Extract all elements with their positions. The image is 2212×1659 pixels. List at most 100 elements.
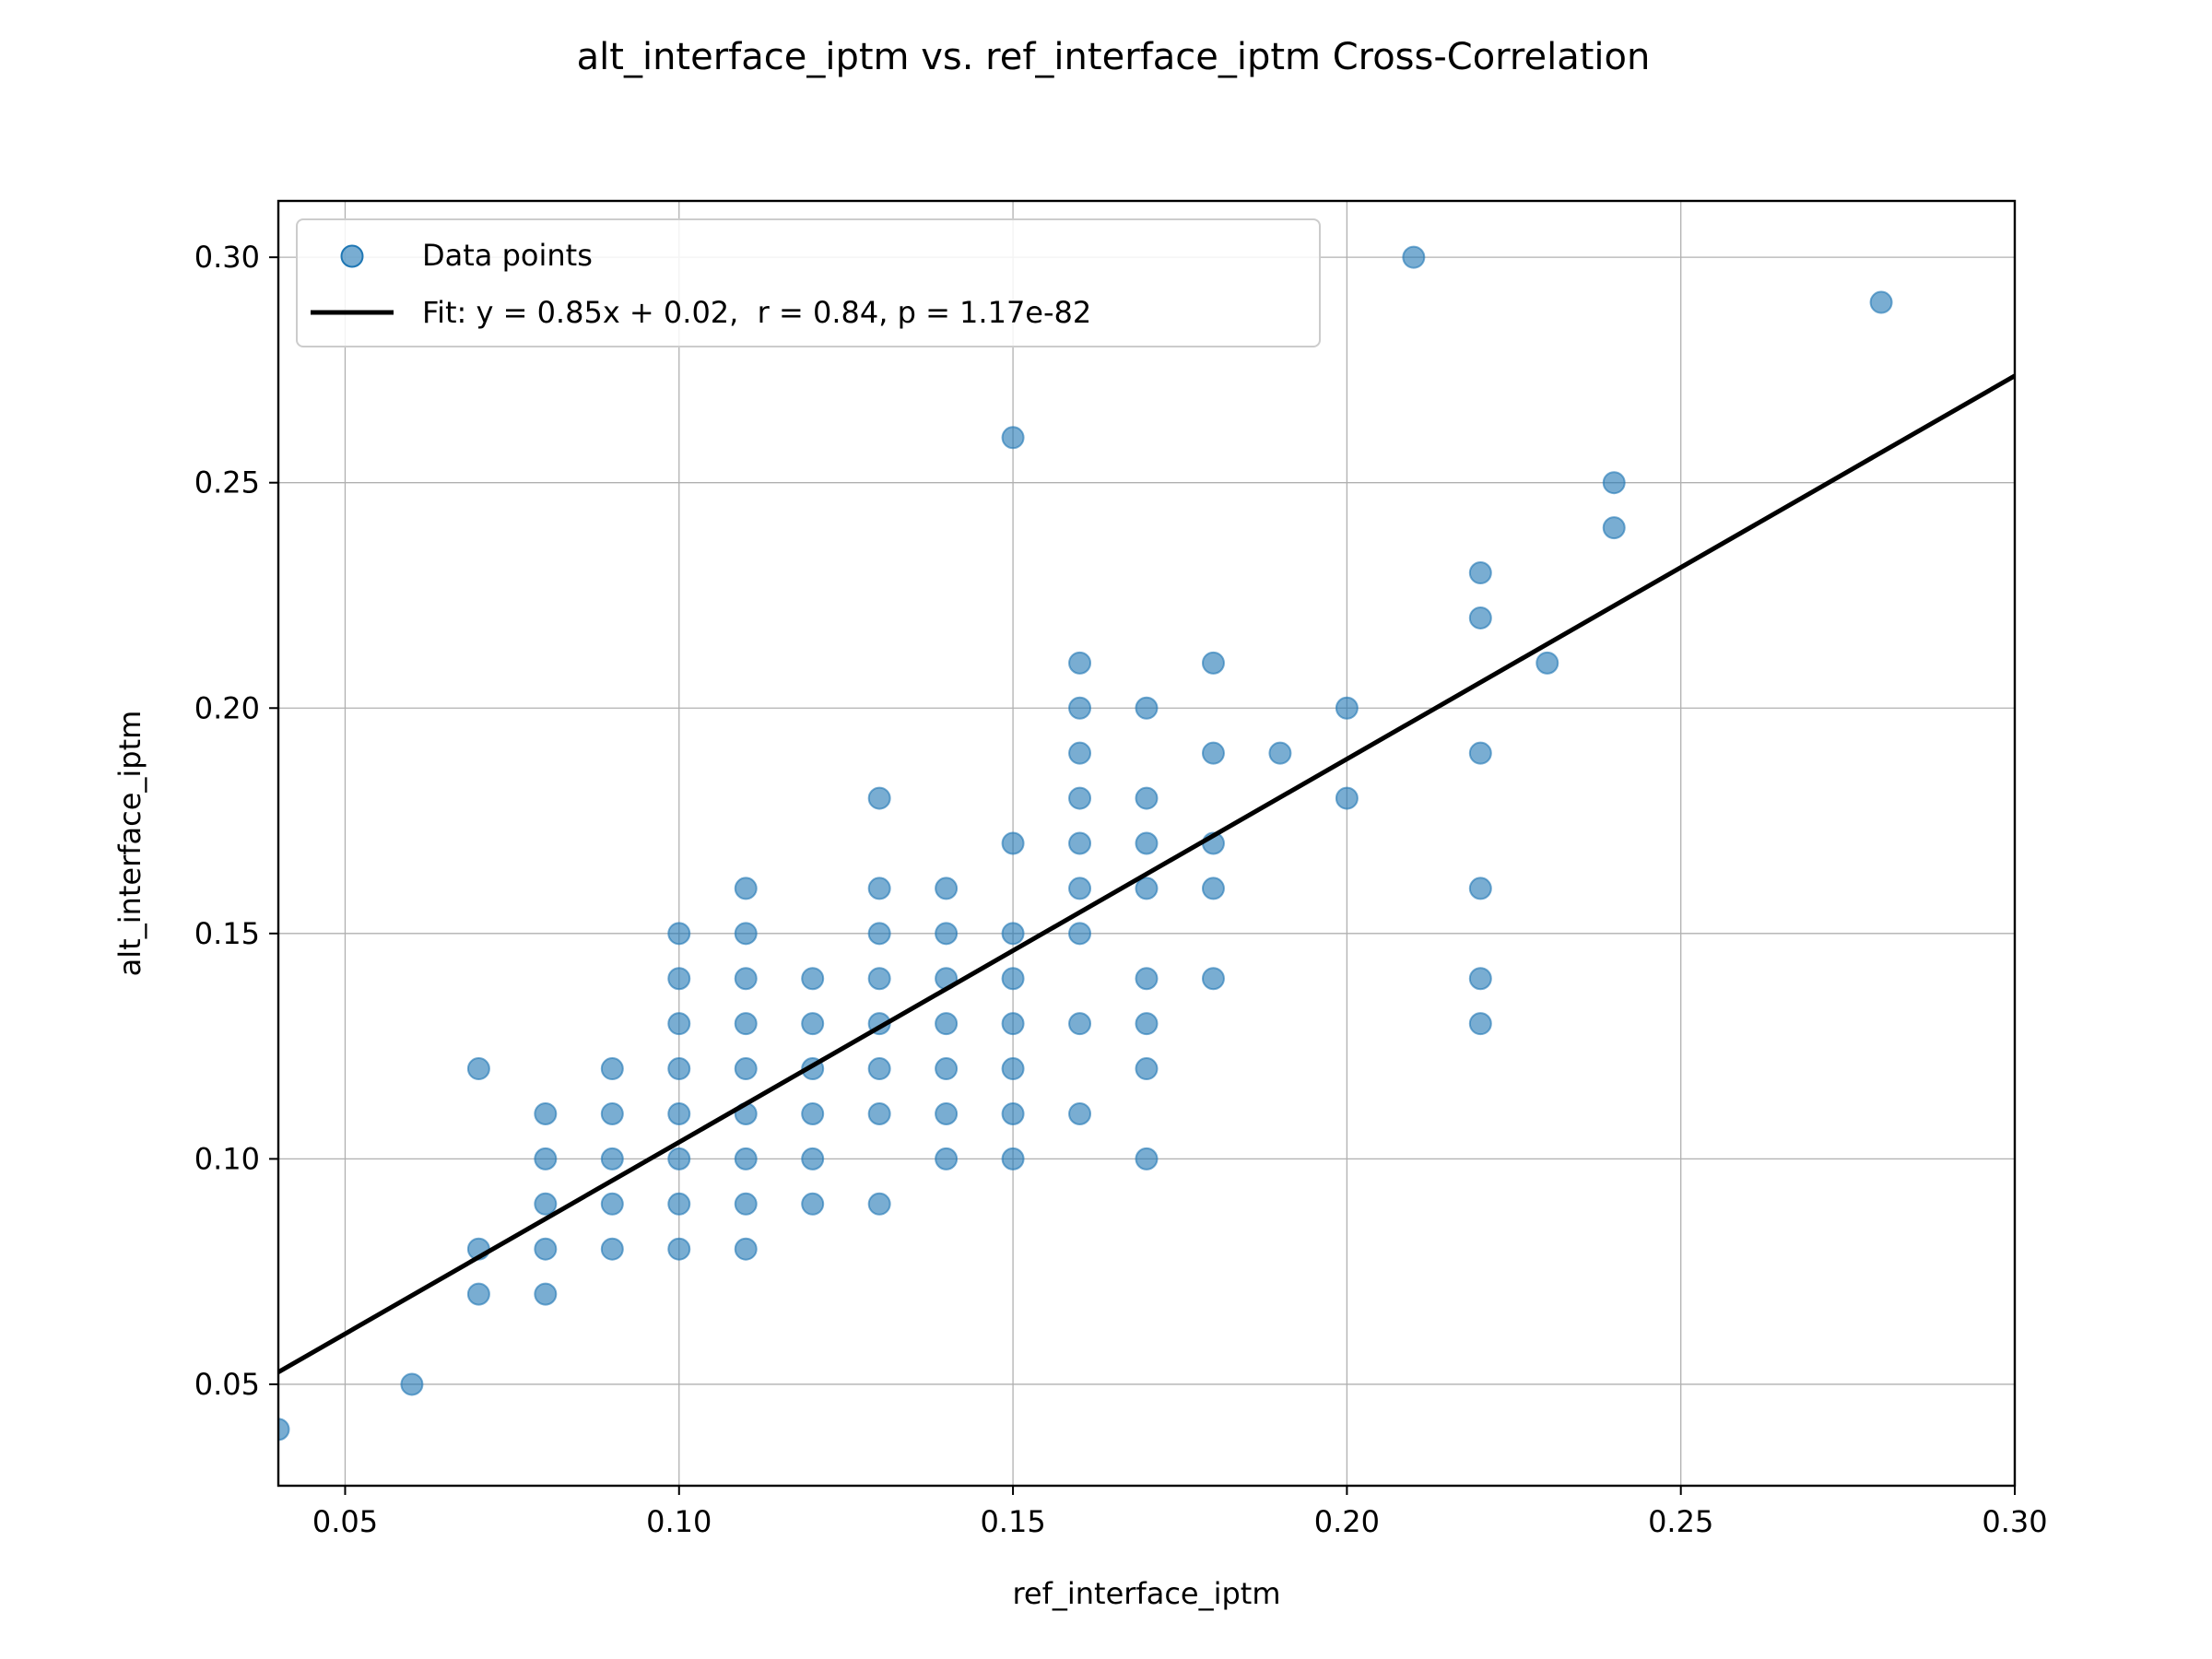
data-point [534, 1192, 558, 1216]
fit-line-layer [278, 373, 2015, 1374]
data-point [801, 967, 825, 991]
data-point [734, 922, 758, 946]
y-tick-label: 0.20 [194, 690, 260, 725]
x-tick-label: 0.25 [1648, 1504, 1713, 1539]
data-point [1135, 696, 1159, 720]
data-point [867, 922, 891, 946]
data-point [534, 1147, 558, 1171]
data-point [1068, 786, 1092, 810]
data-point [935, 1012, 959, 1036]
data-point [1068, 877, 1092, 900]
legend-label-data-points: Data points [422, 238, 593, 273]
data-point [801, 1101, 825, 1125]
data-point [1535, 651, 1559, 675]
data-point [1201, 967, 1225, 991]
plot-frame [276, 199, 2017, 1488]
data-point [1001, 1147, 1025, 1171]
data-point [1001, 426, 1025, 450]
data-point [734, 1012, 758, 1036]
data-point [1468, 561, 1492, 585]
data-point [534, 1282, 558, 1306]
data-point [935, 1057, 959, 1081]
chart-title: alt_interface_iptm vs. ref_interface_ipt… [577, 36, 1651, 78]
x-tick-label: 0.20 [1314, 1504, 1380, 1539]
data-point [667, 967, 691, 991]
data-points [278, 245, 1893, 1441]
y-tick-label: 0.30 [194, 240, 260, 275]
data-point [1468, 741, 1492, 765]
data-point [667, 1192, 691, 1216]
data-point [600, 1147, 624, 1171]
data-point [801, 1147, 825, 1171]
data-point [935, 877, 959, 900]
data-point [867, 877, 891, 900]
data-point [1001, 1101, 1025, 1125]
data-point [667, 1147, 691, 1171]
data-point [1068, 831, 1092, 855]
data-point [534, 1237, 558, 1261]
legend-box [296, 218, 1321, 347]
data-point [1001, 831, 1025, 855]
data-point [801, 1192, 825, 1216]
data-point [600, 1237, 624, 1261]
data-point [734, 1057, 758, 1081]
data-point [1869, 290, 1893, 314]
fit-line [278, 373, 2015, 1374]
x-tick-label: 0.30 [1982, 1504, 2047, 1539]
data-point [1001, 1012, 1025, 1036]
data-point [734, 967, 758, 991]
y-tick-label: 0.10 [194, 1141, 260, 1176]
data-point [1001, 922, 1025, 946]
data-point [1335, 696, 1359, 720]
data-point [935, 1147, 959, 1171]
data-point [1468, 1012, 1492, 1036]
legend-marker-data-points [340, 244, 364, 268]
data-point [400, 1372, 424, 1396]
data-point [1201, 741, 1225, 765]
data-point [867, 967, 891, 991]
data-point [1468, 967, 1492, 991]
data-point [935, 922, 959, 946]
data-point [1135, 786, 1159, 810]
data-point [1201, 877, 1225, 900]
data-point [667, 1057, 691, 1081]
data-point [1135, 877, 1159, 900]
y-axis-ticks: 0.05 0.10 0.15 0.20 0.25 0.30 [194, 240, 278, 1402]
data-point [1201, 651, 1225, 675]
data-point [1001, 967, 1025, 991]
data-point [1135, 1012, 1159, 1036]
data-point [1068, 1101, 1092, 1125]
data-point [278, 1418, 290, 1441]
y-axis-label: alt_interface_iptm [112, 711, 147, 977]
data-point [1001, 1057, 1025, 1081]
data-point [1135, 967, 1159, 991]
data-point [667, 1012, 691, 1036]
data-point [1602, 516, 1626, 540]
data-point [600, 1057, 624, 1081]
data-point [1135, 831, 1159, 855]
data-point [534, 1101, 558, 1125]
legend: Data points Fit: y = 0.85x + 0.02, r = 0… [296, 218, 1321, 347]
data-point [600, 1192, 624, 1216]
data-point [1068, 696, 1092, 720]
data-point [667, 1237, 691, 1261]
data-point [1268, 741, 1292, 765]
data-point [734, 1192, 758, 1216]
data-point [1068, 651, 1092, 675]
data-point [867, 1192, 891, 1216]
data-point [734, 877, 758, 900]
data-point [1402, 245, 1426, 269]
data-point [1602, 471, 1626, 495]
data-point [667, 922, 691, 946]
x-axis-ticks: 0.05 0.10 0.15 0.20 0.25 0.30 [312, 1486, 2048, 1539]
x-tick-label: 0.10 [646, 1504, 712, 1539]
data-point [466, 1057, 490, 1081]
data-point [1468, 606, 1492, 629]
data-point [600, 1101, 624, 1125]
data-point [466, 1282, 490, 1306]
y-tick-label: 0.15 [194, 916, 260, 951]
data-point [1068, 1012, 1092, 1036]
y-tick-label: 0.05 [194, 1367, 260, 1402]
legend-label-fit: Fit: y = 0.85x + 0.02, r = 0.84, p = 1.1… [422, 295, 1091, 330]
